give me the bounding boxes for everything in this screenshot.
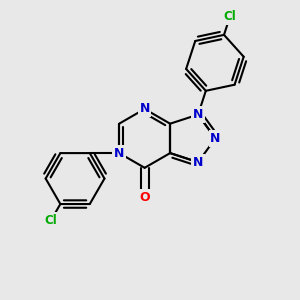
Text: N: N (193, 108, 203, 121)
Text: N: N (193, 156, 203, 169)
Text: N: N (140, 103, 150, 116)
Text: N: N (114, 147, 124, 160)
Text: N: N (210, 132, 220, 145)
Text: Cl: Cl (44, 214, 57, 227)
Text: Cl: Cl (224, 10, 236, 23)
Text: O: O (139, 191, 150, 204)
